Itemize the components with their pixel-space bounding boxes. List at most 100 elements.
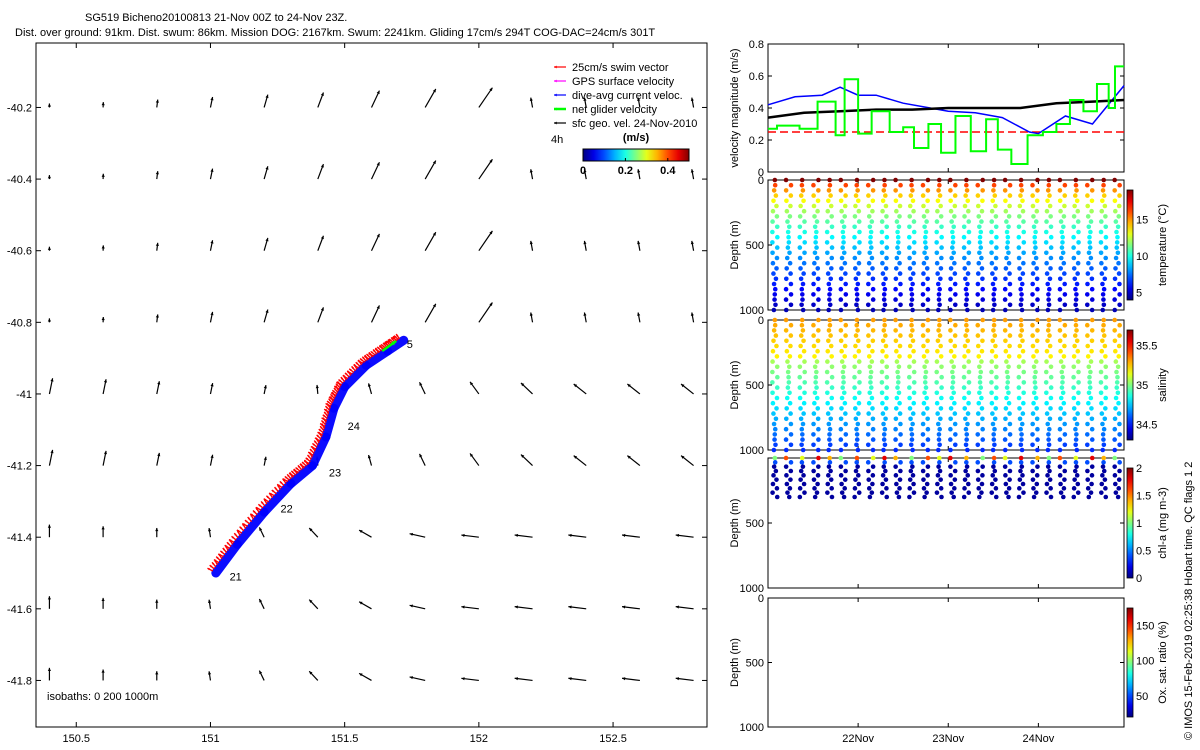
temperature-panel-sample-point [811, 203, 817, 209]
temperature-panel-sample-point [921, 214, 927, 219]
swim-vector-arrowhead [213, 559, 217, 562]
salinity-panel-sample-point [814, 369, 819, 375]
salinity-panel-sample-point [770, 348, 776, 354]
salinity-panel-sample-point [895, 380, 901, 385]
chla-panel-sample-point [922, 494, 927, 500]
temperature-panel-sample-point [975, 281, 981, 287]
salinity-panel-sample-point [992, 416, 998, 422]
salinity-panel-sample-point [1031, 364, 1037, 370]
chla-panel-y-tick-label: 1000 [740, 583, 764, 595]
salinity-panel-sample-point [1043, 380, 1049, 385]
salinity-panel-sample-point [1002, 317, 1008, 323]
temperature-panel-sample-point [1102, 276, 1108, 282]
chla-panel-sample-point [977, 494, 982, 500]
temperature-panel-sample-point [925, 177, 931, 183]
temperature-panel-sample-point [1100, 188, 1106, 193]
temperature-panel-sample-point [1032, 234, 1038, 240]
salinity-panel-sample-point [979, 406, 985, 411]
salinity-panel-sample-point [841, 380, 846, 385]
swim-vector-arrowhead [316, 434, 320, 438]
temperature-panel-sample-point [800, 281, 806, 287]
temperature-panel-sample-point [801, 208, 807, 214]
salinity-panel-sample-point [838, 437, 844, 442]
salinity-panel-sample-point [911, 369, 917, 375]
temperature-panel-sample-point [1002, 307, 1008, 313]
salinity-panel-sample-point [825, 411, 831, 416]
temperature-panel-sample-point [1016, 255, 1022, 261]
temperature-panel-sample-point [1115, 234, 1120, 240]
chla-panel-sample-point [991, 464, 996, 469]
temperature-panel-sample-point [788, 292, 794, 297]
temperature-panel-sample-point [991, 182, 997, 188]
salinity-panel-sample-point [910, 421, 915, 427]
salinity-panel-sample-point [868, 385, 874, 390]
salinity-panel-sample-point [990, 411, 995, 416]
swim-vector-arrowhead [383, 342, 386, 346]
temperature-panel-sample-point [1075, 219, 1081, 224]
geo-velocity-arrowhead [210, 383, 214, 387]
salinity-panel-sample-point [787, 354, 793, 359]
geo-velocity-arrowhead [263, 385, 267, 389]
geo-velocity-arrowhead [155, 671, 159, 675]
temperature-panel-sample-point [911, 229, 917, 235]
chla-panel-colorbar-tick-label: 0.5 [1136, 546, 1151, 558]
geo-velocity-arrowhead [514, 677, 518, 681]
temperature-panel-sample-point [882, 182, 887, 188]
salinity-panel-sample-point [898, 421, 903, 427]
salinity-panel-sample-point [1002, 437, 1008, 442]
temperature-panel-sample-point [924, 266, 930, 271]
chla-panel-sample-point [814, 490, 820, 495]
geo-velocity-arrow [478, 302, 493, 323]
temperature-panel-sample-point [1033, 219, 1039, 224]
temperature-panel-sample-point [936, 177, 942, 183]
temperature-panel-sample-point [869, 255, 875, 261]
temperature-panel-sample-point [893, 188, 898, 193]
salinity-panel-sample-point [1072, 333, 1078, 338]
salinity-panel-sample-point [921, 400, 927, 406]
chla-panel-sample-point [854, 455, 860, 461]
chla-panel-sample-point [910, 473, 916, 478]
chla-panel-sample-point [800, 464, 806, 469]
temperature-panel-sample-point [951, 250, 957, 256]
geo-velocity-arrowhead [529, 169, 533, 173]
geo-velocity-arrowhead [622, 677, 626, 681]
temperature-panel-sample-point [787, 250, 792, 256]
temperature-panel-sample-point [1112, 286, 1118, 292]
swim-vector-arrowhead [310, 446, 314, 449]
salinity-panel-sample-point [784, 338, 789, 344]
temperature-panel-sample-point [1085, 203, 1091, 209]
salinity-panel-sample-point [839, 406, 844, 411]
salinity-panel-sample-point [825, 400, 830, 406]
salinity-panel-sample-point [801, 411, 806, 416]
temperature-panel-sample-point [1098, 240, 1104, 245]
temperature-panel-sample-point [1033, 255, 1039, 261]
temperature-panel-sample-point [966, 208, 971, 214]
salinity-panel-sample-point [980, 317, 986, 323]
temperature-panel-sample-point [993, 203, 998, 209]
geo-velocity-arrowhead [489, 302, 493, 306]
temperature-panel-sample-point [815, 307, 821, 313]
geo-velocity-arrowhead [690, 169, 694, 173]
salinity-panel-sample-point [829, 364, 835, 370]
chla-panel-sample-point [980, 473, 985, 478]
temperature-panel-sample-point [980, 188, 985, 193]
swim-vector-arrowhead [387, 340, 390, 343]
temperature-panel-sample-point [816, 286, 821, 292]
swim-vector-arrowhead [334, 386, 337, 389]
geo-velocity-arrowhead [47, 667, 52, 671]
chla-panel-sample-point [1044, 481, 1050, 487]
salinity-panel-sample-point [826, 328, 832, 333]
temperature-panel-sample-point [800, 292, 805, 297]
temperature-panel-sample-point [1116, 271, 1122, 276]
salinity-panel-sample-point [949, 359, 954, 364]
temperature-panel-sample-point [771, 188, 777, 193]
salinity-panel-sample-point [870, 416, 876, 422]
temperature-panel-sample-point [989, 260, 995, 266]
salinity-panel-sample-point [1089, 416, 1095, 422]
temperature-panel-sample-point [920, 281, 926, 287]
salinity-panel-sample-point [1004, 359, 1009, 364]
swim-vector-arrowhead [216, 556, 219, 559]
salinity-panel-sample-point [992, 442, 997, 448]
salinity-panel-sample-point [882, 322, 887, 328]
